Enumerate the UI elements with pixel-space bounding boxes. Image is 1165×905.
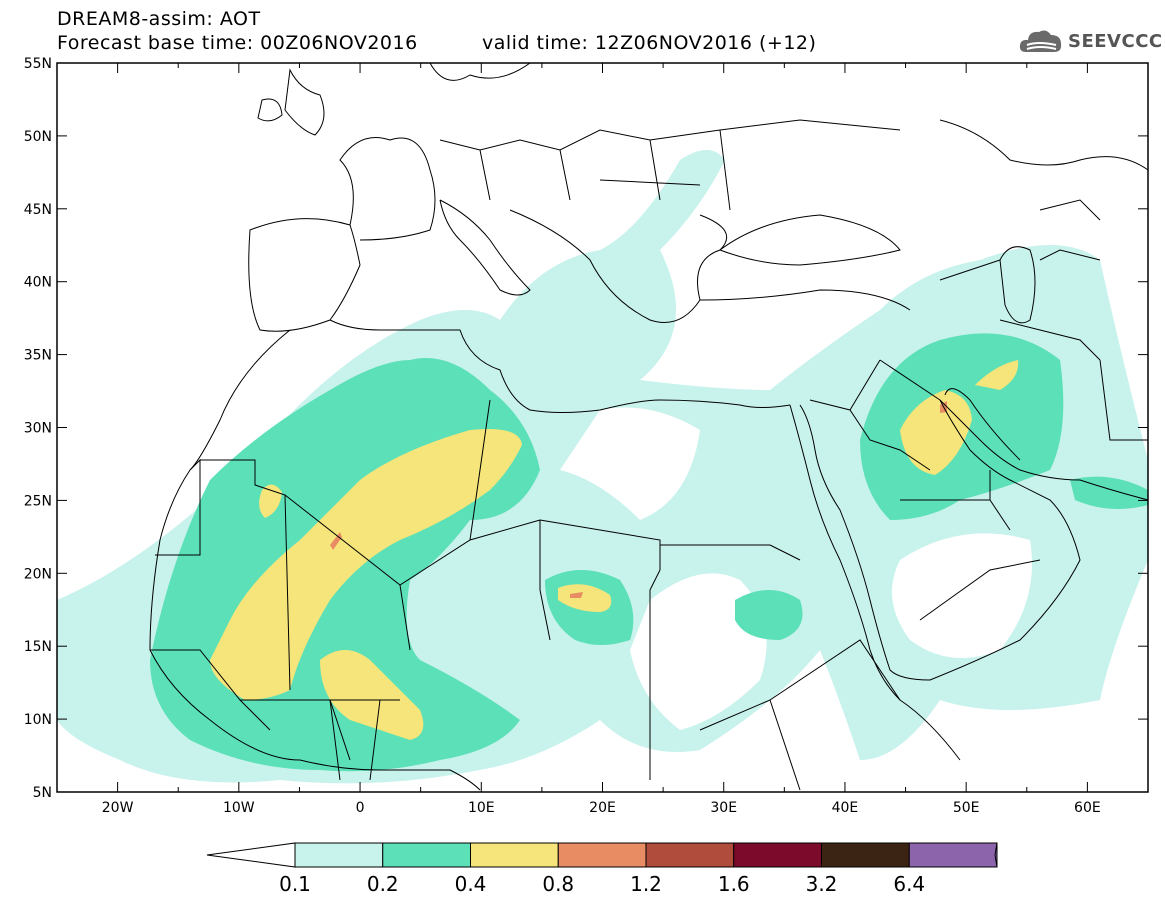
lat-tick-label: 10N [24,712,52,728]
aot-field-peak-algeria [330,532,342,550]
middle-east-borders [809,259,1148,471]
lon-tick-label: 10E [468,800,495,816]
colorbar: 0.1 0.2 0.4 0.8 1.2 1.6 3.2 6.4 [206,842,998,896]
aot-field-high-mauritania [259,484,282,518]
lat-tick-label: 25N [24,493,52,509]
black-sea-coast [719,214,901,266]
colorbar-label: 6.4 [893,872,925,896]
lon-tick-label: 0 [356,800,365,816]
seevccc-logo: SEEVCCC [1018,26,1163,56]
lat-tick-label: 50N [24,129,52,145]
aot-field-high-iraq [900,390,972,475]
colorbar-high-arrow [994,842,998,868]
lat-tick-label: 55N [24,56,52,72]
colorbar-segment [557,842,647,868]
forecast-base-time: Forecast base time: 00Z06NOV2016 [57,32,418,54]
italy-coast [439,199,531,296]
persian-gulf-coast [939,399,1148,501]
colorbar-label: 1.6 [718,872,750,896]
colorbar-label: 1.2 [630,872,662,896]
lon-tick-label: 30E [710,800,737,816]
aot-field-high-iran [975,360,1019,390]
aot-clear-east-africa [630,573,767,730]
colorbar-label: 3.2 [806,872,838,896]
lat-tick-label: 30N [24,421,52,437]
east-africa-borders [699,544,901,791]
lon-tick-label: 50E [953,800,980,816]
aot-field-mid-sudan [735,590,803,640]
iran-coast [944,388,1021,461]
map-title: DREAM8-assim: AOT [57,8,261,30]
colorbar-segment [470,842,559,868]
longitude-axis: 20W 10W 0 10E 20E 30E 40E 50E 60E [56,63,1149,816]
colorbar-low-arrow [206,842,296,868]
aot-clear-europe [737,160,940,330]
lon-tick-label: 60E [1074,800,1101,816]
aot-field-peak-chad [570,592,583,598]
red-sea-east-coast [799,399,1081,681]
logo-text: SEEVCCC [1068,30,1163,52]
west-africa-borders [150,649,381,781]
north-africa-coast [329,319,791,413]
lon-tick-label: 10W [223,800,255,816]
lon-tick-label: 20E [589,800,616,816]
arabia-borders [900,470,1041,621]
lat-tick-label: 5N [33,785,52,801]
lat-tick-label: 35N [24,348,52,364]
colorbar-segment [733,842,822,868]
aot-clear-north [560,407,700,520]
lon-tick-label: 40E [832,800,859,816]
britain-coast [284,68,325,136]
colorbar-segment [908,842,998,868]
scandinavia-coast [429,63,531,81]
cloud-icon [1019,30,1062,52]
france-coast [339,137,436,241]
ireland-coast [257,98,283,122]
aot-field-high-nigeria [320,650,424,740]
turkey-coast [699,289,911,311]
red-sea-west-coast [789,404,961,761]
sahara-borders [200,399,770,780]
colorbar-segment [821,842,910,868]
aot-fields [57,150,1148,784]
latitude-axis: 55N 50N 45N 40N 35N 30N 25N 20N 15N 10N 5N [24,56,1148,801]
colorbar-segment [294,842,384,868]
lat-tick-label: 45N [24,202,52,218]
russia-border [939,119,1148,261]
lon-tick-label: 20W [102,800,134,816]
colorbar-label: 0.8 [542,872,574,896]
caspian-coast [999,246,1036,324]
west-africa-coast [149,329,481,791]
mauritania-border [155,458,201,556]
europe-borders [439,119,901,211]
colorbar-label: 0.2 [367,872,399,896]
aot-field-mid-iran-east [1070,476,1148,509]
aot-field-high-chad [558,584,612,612]
colorbar-segment [645,842,735,868]
colorbar-segment [382,842,471,868]
lat-tick-label: 15N [24,639,52,655]
aot-field-high-sahara [210,429,522,700]
boundary-lines [149,63,1148,791]
lat-tick-label: 40N [24,275,52,291]
lat-tick-label: 20N [24,566,52,582]
colorbar-label: 0.1 [279,872,311,896]
valid-time: valid time: 12Z06NOV2016 (+12) [482,32,817,54]
colorbar-label: 0.4 [455,872,487,896]
iberia-coast [248,218,361,332]
aot-clear-arabia [892,533,1032,658]
